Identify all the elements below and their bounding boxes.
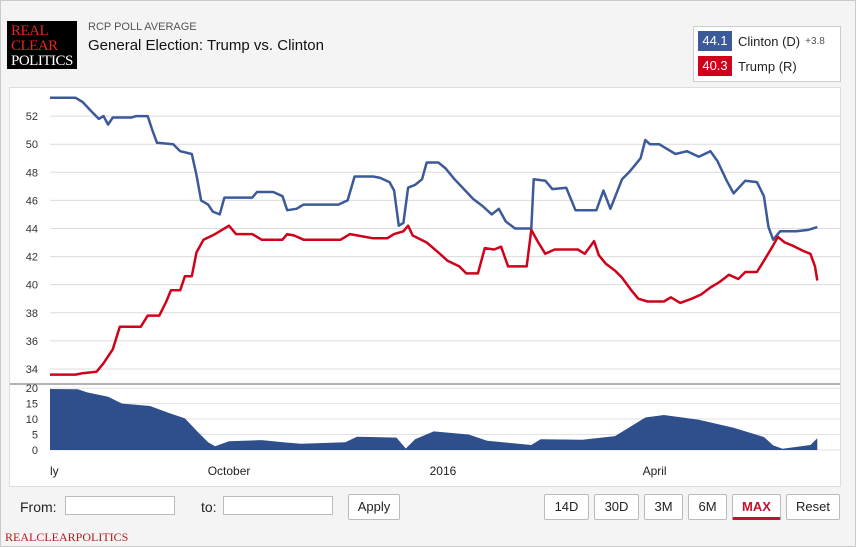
y-tick-label: 48	[26, 167, 38, 179]
legend: 44.1 Clinton (D) +3.8 40.3 Trump (R)	[693, 26, 841, 82]
y-tick-label: 15	[26, 399, 38, 411]
y-tick-label: 36	[26, 336, 38, 348]
plot-area[interactable]: 34 36 38 40 42 44 46 48 50 52 0 5 10 15 20 ly October 201…	[9, 87, 841, 487]
logo-line: REAL	[11, 23, 49, 39]
y-tick-label: 20	[26, 383, 38, 395]
legend-item-trump: 40.3 Trump (R)	[698, 56, 797, 76]
chart-kicker: RCP POLL AVERAGE	[88, 21, 197, 33]
to-date-input[interactable]	[223, 496, 333, 515]
x-tick-label: April	[643, 464, 667, 478]
chart-canvas: 34 36 38 40 42 44 46 48 50 52 0 5 10 15 20 ly October 201…	[10, 96, 840, 478]
range-30d-button[interactable]: 30D	[594, 494, 639, 520]
logo-line: CLEAR	[11, 38, 58, 54]
clinton-label: Clinton (D)	[738, 33, 801, 49]
y-tick-label: 46	[26, 195, 38, 207]
y-tick-label: 42	[26, 252, 38, 264]
apply-button[interactable]: Apply	[348, 494, 400, 520]
trump-value: 40.3	[698, 56, 732, 76]
date-range-controls: From: to: Apply 14D 30D 3M 6M MAX Reset	[1, 491, 856, 525]
y-tick-label: 38	[26, 308, 38, 320]
y-tick-label: 50	[26, 139, 38, 151]
rcp-logo[interactable]: REAL CLEAR POLITICS	[7, 21, 77, 69]
from-date-input[interactable]	[65, 496, 175, 515]
x-tick-label: October	[208, 464, 251, 478]
y-tick-label: 34	[26, 364, 38, 376]
series-line	[50, 96, 818, 241]
range-14d-button[interactable]: 14D	[544, 494, 589, 520]
y-tick-label: 40	[26, 280, 38, 292]
y-tick-label: 10	[26, 414, 38, 426]
footer-brand[interactable]: REALCLEARPOLITICS	[5, 530, 129, 544]
y-tick-label: 5	[32, 430, 38, 442]
x-tick-label: 2016	[430, 464, 457, 478]
y-tick-label: 0	[32, 445, 38, 457]
to-label: to:	[201, 499, 217, 515]
y-tick-label: 44	[26, 223, 38, 235]
series-line	[50, 224, 819, 376]
logo-line: POLITICS	[11, 53, 73, 69]
clinton-spread: +3.8	[805, 35, 825, 47]
range-3m-button[interactable]: 3M	[644, 494, 683, 520]
legend-item-clinton: 44.1 Clinton (D) +3.8	[698, 31, 825, 51]
clinton-value: 44.1	[698, 31, 732, 51]
chart-title: General Election: Trump vs. Clinton	[88, 37, 324, 54]
reset-button[interactable]: Reset	[786, 494, 840, 520]
range-max-button[interactable]: MAX	[732, 494, 781, 520]
y-tick-label: 52	[26, 111, 38, 123]
from-label: From:	[20, 499, 57, 515]
spread-area	[50, 389, 818, 450]
range-6m-button[interactable]: 6M	[688, 494, 727, 520]
x-tick-label: ly	[50, 464, 59, 478]
trump-label: Trump (R)	[738, 58, 797, 74]
